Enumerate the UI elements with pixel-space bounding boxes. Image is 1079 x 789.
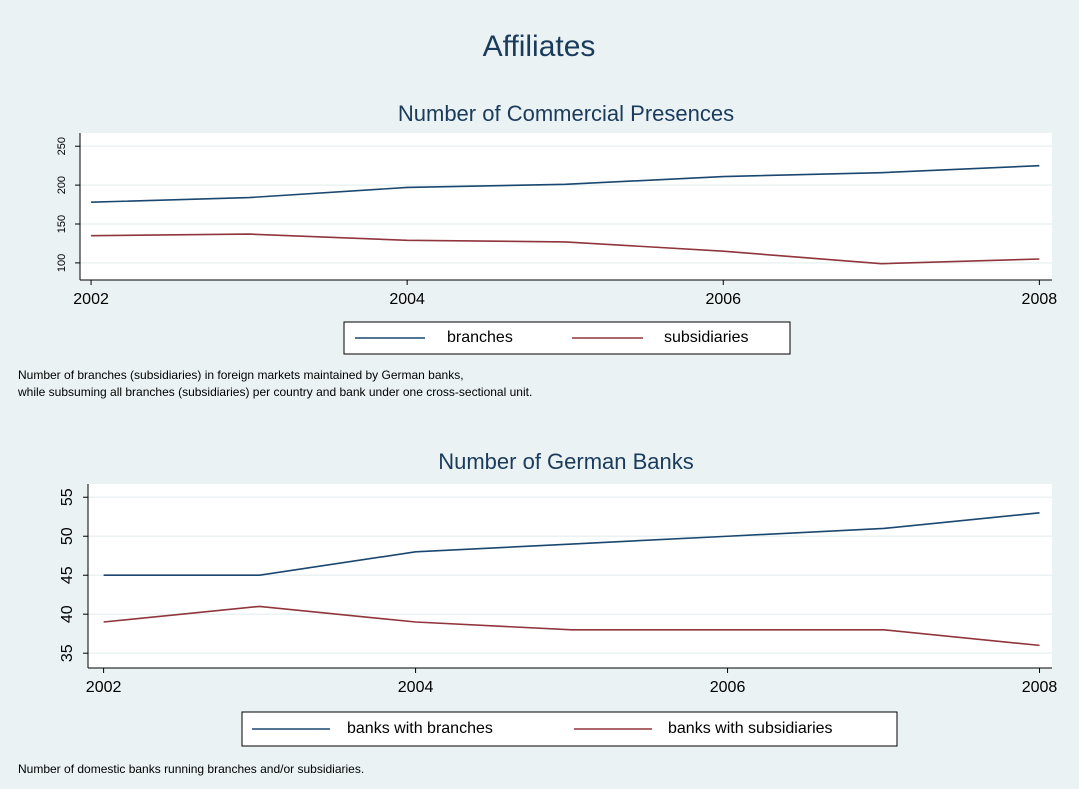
note: while subsuming all branches (subsidiari… xyxy=(17,385,532,399)
y-tick-label: 200 xyxy=(56,176,68,194)
y-tick-label: 50 xyxy=(59,527,76,545)
legend-label: banks with subsidiaries xyxy=(668,720,833,737)
line-series xyxy=(103,605,1040,647)
x-tick-label: 2006 xyxy=(710,679,746,696)
chart-title: Number of German Banks xyxy=(438,449,694,474)
note: Number of domestic banks running branche… xyxy=(18,762,364,776)
note: Number of branches (subsidiaries) in for… xyxy=(18,368,464,382)
line-series xyxy=(103,512,1040,577)
x-tick-label: 2002 xyxy=(86,679,122,696)
x-tick-label: 2004 xyxy=(398,679,434,696)
y-tick-label: 250 xyxy=(56,137,68,155)
y-tick-label: 100 xyxy=(56,254,68,272)
x-tick-label: 2006 xyxy=(705,291,741,308)
y-tick-label: 35 xyxy=(59,644,76,662)
x-tick-label: 2004 xyxy=(389,291,425,308)
x-tick-label: 2008 xyxy=(1022,679,1058,696)
legend-label: banks with branches xyxy=(347,720,493,737)
page-title: Affiliates xyxy=(483,30,596,63)
legend-box xyxy=(241,711,898,747)
legend-box xyxy=(343,321,791,355)
plot-area xyxy=(80,133,1052,280)
chart-title: Number of Commercial Presences xyxy=(398,101,734,126)
legend-label: branches xyxy=(447,329,513,346)
legend-label: subsidiaries xyxy=(664,329,748,346)
x-tick-label: 2002 xyxy=(73,291,109,308)
line-series xyxy=(91,233,1040,265)
y-tick-label: 150 xyxy=(56,215,68,233)
y-tick-label: 40 xyxy=(59,605,76,623)
y-tick-label: 45 xyxy=(59,566,76,584)
y-tick-label: 55 xyxy=(59,488,76,506)
x-tick-label: 2008 xyxy=(1022,291,1058,308)
line-series xyxy=(91,164,1040,204)
